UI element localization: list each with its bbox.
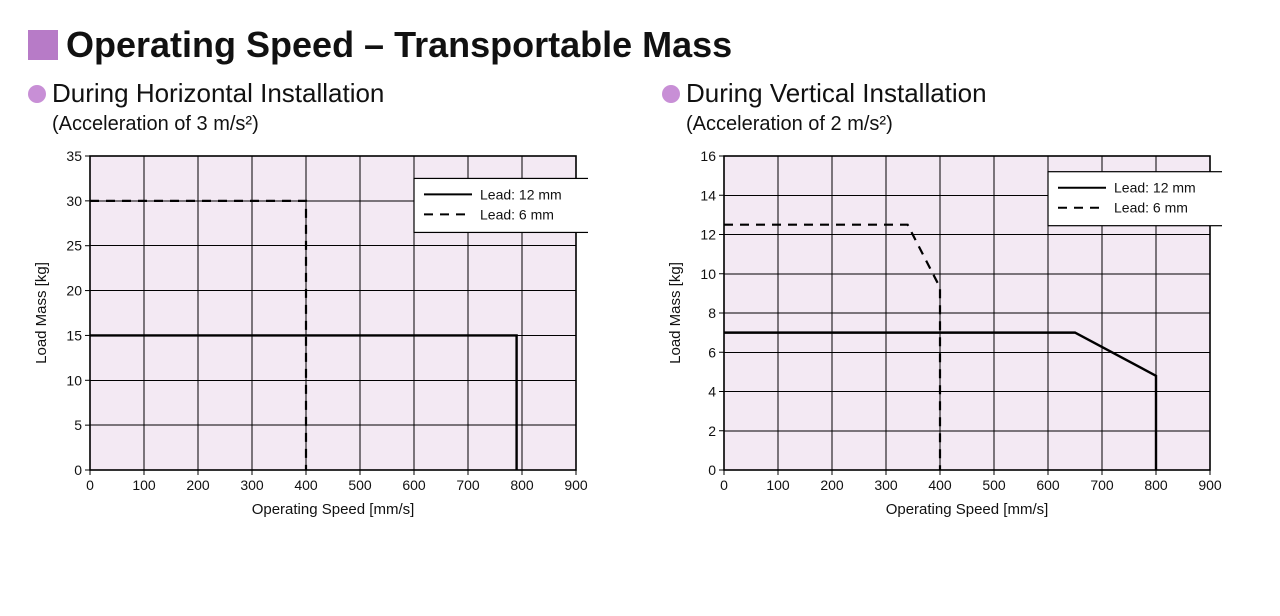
ytick-label: 14 [700,187,716,203]
square-bullet-icon [28,30,58,60]
ytick-label: 10 [700,266,716,282]
subtitle-left: During Horizontal Installation [52,78,384,109]
ytick-label: 0 [74,462,82,478]
ytick-label: 16 [700,148,716,164]
ytick-label: 35 [66,148,82,164]
xtick-label: 800 [510,477,534,493]
ytick-label: 6 [708,344,716,360]
chart-right: 0 100 200 300 400 500 600 700 800 900 0 2 4 6 8 10 12 14 1… [662,146,1252,526]
subtitle-row-left: During Horizontal Installation [28,78,618,109]
x-axis-label: Operating Speed [mm/s] [252,501,415,518]
ytick-label: 10 [66,372,82,388]
xtick-label: 500 [348,477,372,493]
ytick-label: 15 [66,327,82,343]
xtick-label: 0 [720,477,728,493]
panel-horizontal: During Horizontal Installation (Accelera… [28,78,618,526]
ytick-label: 30 [66,193,82,209]
panels: During Horizontal Installation (Accelera… [28,78,1252,526]
ytick-label: 4 [708,384,716,400]
xtick-label: 700 [1090,477,1114,493]
ytick-label: 25 [66,238,82,254]
chart-svg-right: 0 100 200 300 400 500 600 700 800 900 0 2 4 6 8 10 12 14 1… [662,146,1222,526]
x-axis-label: Operating Speed [mm/s] [886,501,1049,518]
ytick-label: 0 [708,462,716,478]
xtick-label: 600 [402,477,426,493]
chart-left: 0 100 200 300 400 500 600 700 800 900 0 5 10 15 20 25 30… [28,146,618,526]
main-title: Operating Speed – Transportable Mass [66,24,732,66]
legend-label: Lead: 12 mm [1114,180,1196,196]
subcaption-right: (Acceleration of 2 m/s²) [686,113,1252,136]
xtick-label: 600 [1036,477,1060,493]
legend-label: Lead: 12 mm [480,186,562,202]
xtick-label: 800 [1144,477,1168,493]
xtick-label: 100 [766,477,790,493]
xtick-label: 500 [982,477,1006,493]
xtick-label: 400 [928,477,952,493]
legend-label: Lead: 6 mm [1114,200,1188,216]
xtick-label: 200 [820,477,844,493]
panel-vertical: During Vertical Installation (Accelerati… [662,78,1252,526]
chart-svg-left: 0 100 200 300 400 500 600 700 800 900 0 5 10 15 20 25 30… [28,146,588,526]
y-axis-label: Load Mass [kg] [33,262,50,364]
legend-label: Lead: 6 mm [480,206,554,222]
xtick-label: 400 [294,477,318,493]
circle-bullet-icon [662,85,680,103]
ytick-label: 8 [708,305,716,321]
xtick-label: 300 [874,477,898,493]
xtick-label: 300 [240,477,264,493]
xtick-label: 100 [132,477,156,493]
subcaption-left: (Acceleration of 3 m/s²) [52,113,618,136]
y-axis-label: Load Mass [kg] [667,262,684,364]
ytick-label: 5 [74,417,82,433]
xtick-label: 700 [456,477,480,493]
subtitle-right: During Vertical Installation [686,78,987,109]
xtick-label: 0 [86,477,94,493]
subtitle-row-right: During Vertical Installation [662,78,1252,109]
xtick-label: 900 [1198,477,1222,493]
ytick-label: 12 [700,227,716,243]
circle-bullet-icon [28,85,46,103]
ytick-label: 2 [708,423,716,439]
xtick-label: 900 [564,477,588,493]
ytick-label: 20 [66,283,82,299]
main-title-row: Operating Speed – Transportable Mass [28,24,1252,66]
xtick-label: 200 [186,477,210,493]
